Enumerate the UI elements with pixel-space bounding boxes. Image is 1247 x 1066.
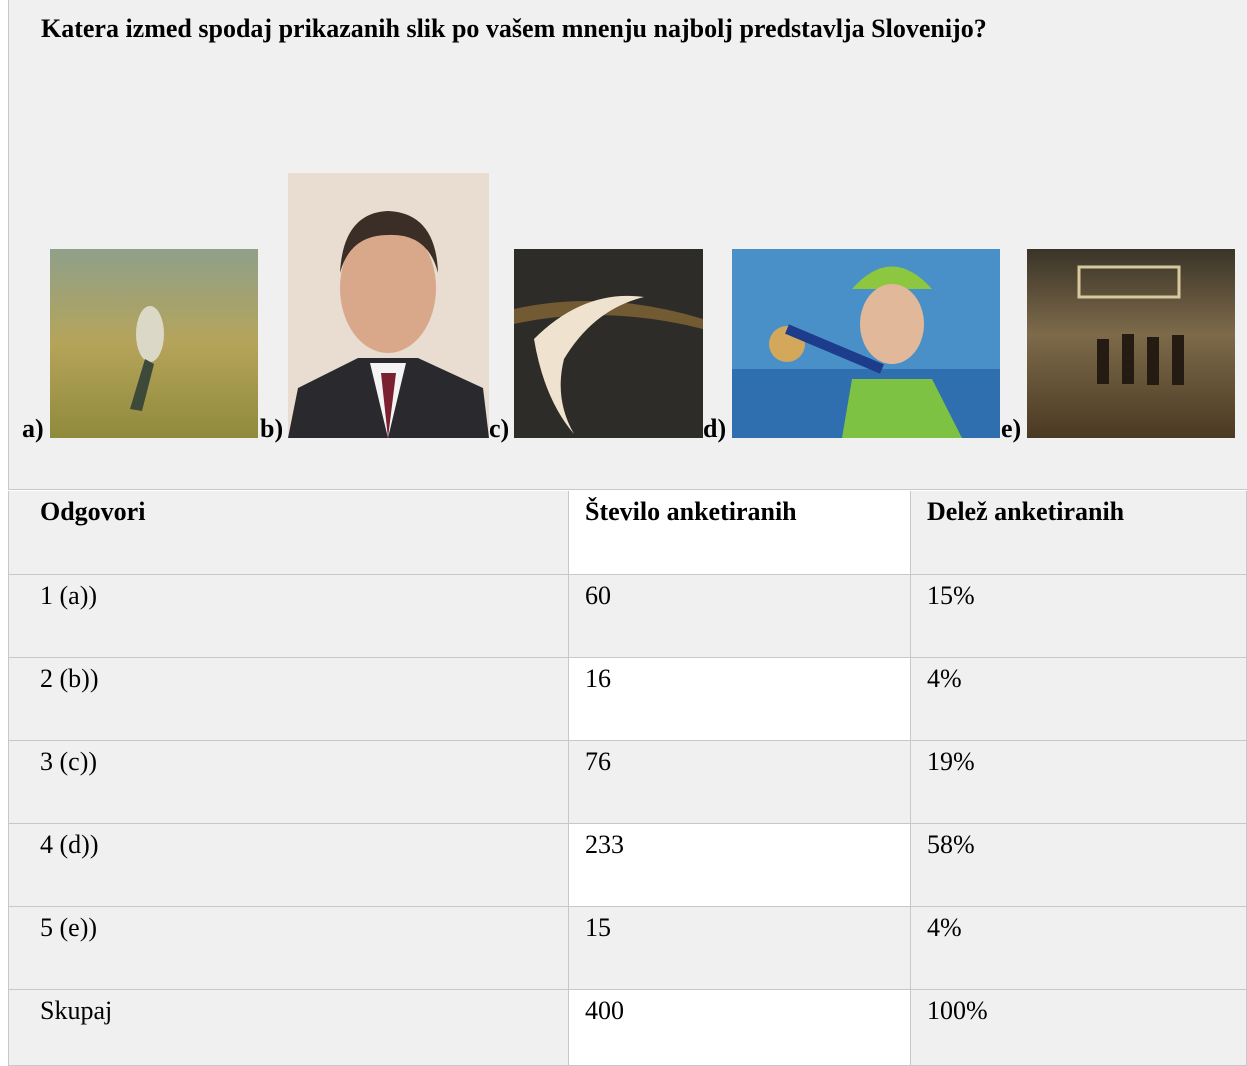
question: Katera izmed spodaj prikazanih slik po v… <box>41 14 987 44</box>
table-cell: 5 (e)) <box>8 907 569 990</box>
image-portrait <box>288 173 489 438</box>
table-cell: 15 <box>569 907 911 990</box>
table-cell: 60 <box>569 575 911 658</box>
header-cell: Delež anketiranih <box>911 491 1247 575</box>
table-cell: 3 (c)) <box>8 741 569 824</box>
table-cell: 19% <box>911 741 1247 824</box>
image-album <box>1027 249 1235 438</box>
table-cell: 233 <box>569 824 911 907</box>
table-cell: 1 (a)) <box>8 575 569 658</box>
table-cell: 16 <box>569 658 911 741</box>
image-painting <box>50 249 258 438</box>
image-label: e) <box>1001 414 1021 444</box>
image-label: a) <box>22 414 44 444</box>
table-cell: 58% <box>911 824 1247 907</box>
table-cell: 4 (d)) <box>8 824 569 907</box>
table-cell: 15% <box>911 575 1247 658</box>
image-label: b) <box>260 414 283 444</box>
header-cell: Odgovori <box>8 491 569 575</box>
image-athlete <box>732 249 1000 438</box>
image-label: d) <box>703 414 726 444</box>
table-cell: 400 <box>569 990 911 1066</box>
table-cell: Skupaj <box>8 990 569 1066</box>
page: Katera izmed spodaj prikazanih slik po v… <box>0 0 1247 1066</box>
table-cell: 2 (b)) <box>8 658 569 741</box>
image-olm <box>514 249 703 438</box>
header-cell: Število anketiranih <box>569 491 911 575</box>
table-cell: 76 <box>569 741 911 824</box>
table-cell: 100% <box>911 990 1247 1066</box>
table-cell: 4% <box>911 907 1247 990</box>
image-label: c) <box>489 414 509 444</box>
table-cell: 4% <box>911 658 1247 741</box>
